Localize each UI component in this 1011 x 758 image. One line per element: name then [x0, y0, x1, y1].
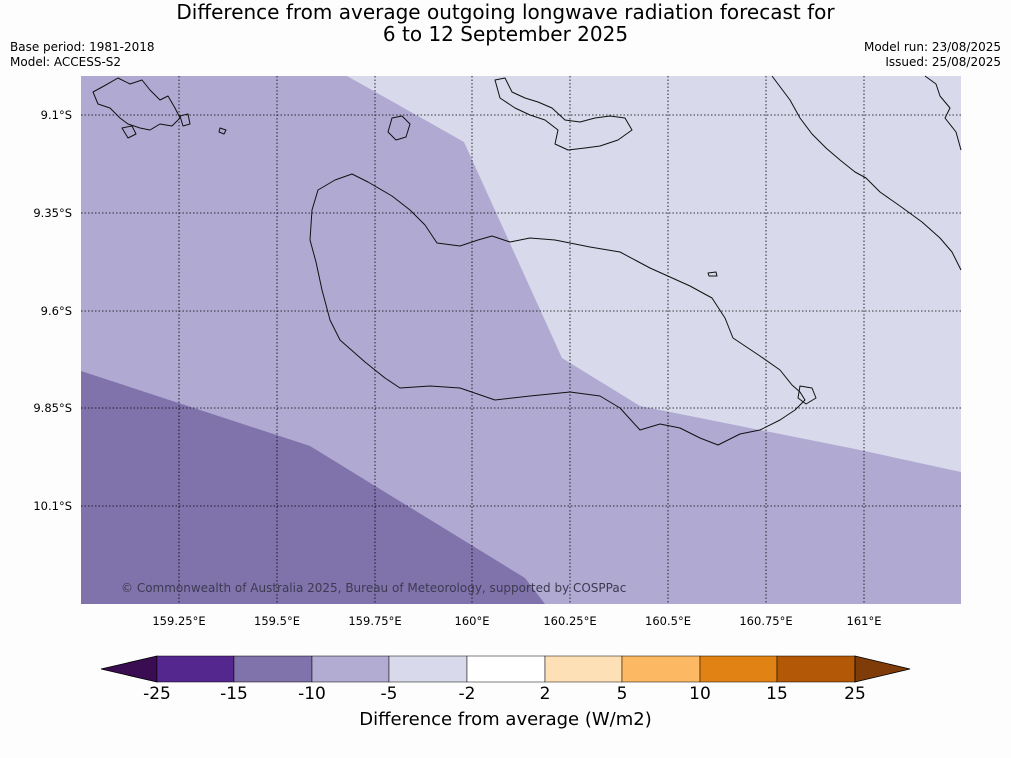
- title-line-2: 6 to 12 September 2025: [382, 22, 629, 46]
- colorbar-segment: [776, 655, 856, 683]
- lat-label-10-1: 10.1°S: [33, 499, 72, 513]
- lat-label-9-85: 9.85°S: [33, 401, 72, 415]
- map-panel: © Commonwealth of Australia 2025, Bureau…: [81, 75, 962, 604]
- colorbar-tick-label: 5: [616, 684, 628, 704]
- colorbar-tick-label: 25: [844, 684, 866, 704]
- colorbar-segment: [233, 655, 313, 683]
- colorbar-tick-label: 15: [766, 684, 788, 704]
- coastlines: [92, 75, 962, 446]
- copyright-notice: © Commonwealth of Australia 2025, Bureau…: [121, 581, 626, 595]
- colorbar-tick-label: -25: [143, 684, 171, 704]
- title-line-1: Difference from average outgoing longwav…: [176, 0, 835, 24]
- coastline-savo: [387, 115, 411, 141]
- lon-label-159-25: 159.25°E: [152, 614, 206, 628]
- model-text: Model: ACCESS-S2: [10, 55, 122, 69]
- region-dark: [81, 371, 545, 604]
- issued-text: Issued: 25/08/2025: [885, 55, 1001, 69]
- colorbar-segment: [388, 655, 468, 683]
- lon-label-159-75: 159.75°E: [348, 614, 402, 628]
- lon-label-160-25: 160.25°E: [543, 614, 597, 628]
- colorbar-segment: [311, 655, 390, 683]
- model-run-text: Model run: 23/08/2025: [863, 40, 1001, 54]
- lon-label-160: 160°E: [454, 614, 490, 628]
- colorbar-tick-label: 2: [539, 684, 551, 704]
- colorbar-tick-label: 10: [689, 684, 711, 704]
- graticule: [81, 76, 961, 604]
- region-light: [347, 76, 961, 472]
- coastline-florida-islands: [494, 77, 633, 151]
- colorbar-tick-label: -10: [298, 684, 326, 704]
- colorbar-segment: [466, 655, 546, 683]
- colorbar-tick-label: -15: [220, 684, 248, 704]
- coastline-malaita: [771, 75, 962, 271]
- colorbar-segment: [621, 655, 701, 683]
- lat-label-9-1: 9.1°S: [40, 108, 72, 122]
- colorbar-extend-min: [100, 655, 158, 683]
- colorbar-extend-max: [854, 655, 911, 683]
- colorbar-segment: [699, 655, 778, 683]
- coastline-guadalcanal: [309, 173, 806, 446]
- base-period-text: Base period: 1981-2018: [10, 40, 155, 54]
- colorbar-tick-label: -5: [380, 684, 398, 704]
- colorbar-title: Difference from average (W/m2): [359, 709, 652, 730]
- colorbar-segment: [156, 655, 235, 683]
- lon-label-159-5: 159.5°E: [254, 614, 300, 628]
- coastline-northwest-islands: [92, 77, 181, 131]
- lon-label-160-75: 160.75°E: [739, 614, 793, 628]
- colorbar-tick-label: -2: [458, 684, 476, 704]
- lon-label-160-5: 160.5°E: [645, 614, 691, 628]
- lon-label-161: 161°E: [846, 614, 882, 628]
- lat-label-9-35: 9.35°S: [33, 206, 72, 220]
- lat-label-9-6: 9.6°S: [40, 304, 72, 318]
- colorbar-segment: [544, 655, 623, 683]
